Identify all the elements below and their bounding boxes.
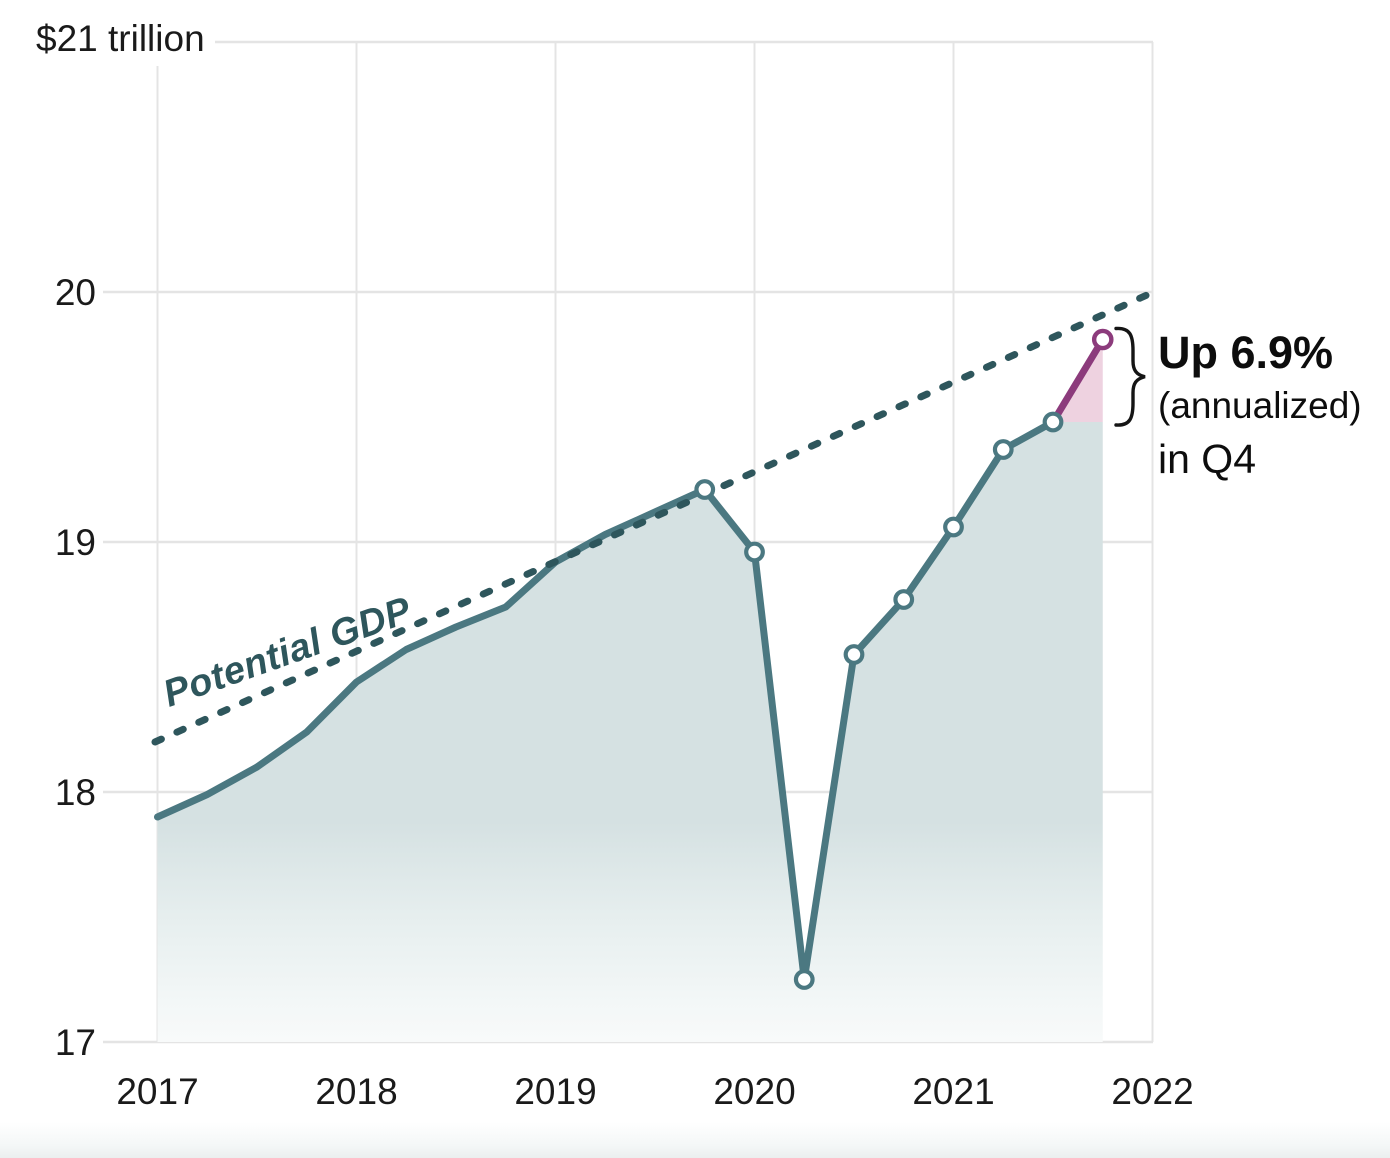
y-tick-label-18: 18 xyxy=(55,772,96,813)
x-tick-label-2021: 2021 xyxy=(912,1071,994,1112)
annotation-subtext: (annualized) xyxy=(1158,385,1362,426)
y-tick-label-17: 17 xyxy=(55,1022,96,1063)
x-tick-label-2020: 2020 xyxy=(713,1071,795,1112)
annotation-headline: Up 6.9% xyxy=(1158,327,1334,378)
y-axis-unit-label: $21 trillion xyxy=(26,16,215,66)
x-tick-label-2022: 2022 xyxy=(1111,1071,1193,1112)
gdp-marker-2020-Q1 xyxy=(744,541,765,563)
gdp-marker-2020-Q2 xyxy=(793,969,815,990)
gdp-area xyxy=(157,422,1103,1042)
annotation-brace xyxy=(1114,326,1146,427)
x-tick-label-2019: 2019 xyxy=(514,1071,596,1112)
page-bottom-edge xyxy=(0,1122,1390,1158)
gdp-marker-2021-Q4 xyxy=(1091,328,1114,351)
y-tick-label-20: 20 xyxy=(55,272,96,313)
q4-annotation: Up 6.9% (annualized) in Q4 xyxy=(1158,326,1362,487)
gdp-marker-2021-Q3 xyxy=(1042,411,1064,433)
x-tick-label-2017: 2017 xyxy=(116,1071,198,1112)
gdp-marker-2019-Q4 xyxy=(694,479,716,500)
gdp-marker-2020-Q3 xyxy=(843,644,865,665)
gdp-marker-2021-Q2 xyxy=(992,439,1014,460)
q4-highlight-segment xyxy=(1049,336,1107,426)
gdp-marker-2020-Q4 xyxy=(893,589,915,610)
annotation-period: in Q4 xyxy=(1158,436,1256,482)
y-tick-label-19: 19 xyxy=(55,522,96,563)
x-tick-label-2018: 2018 xyxy=(315,1071,397,1112)
gdp-marker-2021-Q1 xyxy=(943,516,964,538)
